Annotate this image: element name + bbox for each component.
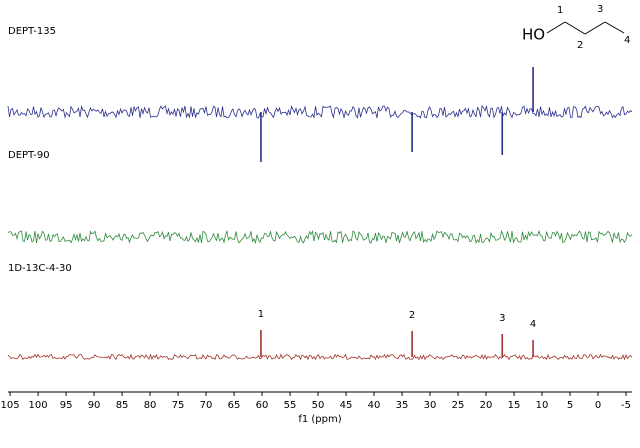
series-name: DEPT-135 [8, 26, 56, 37]
x-tick-label: 85 [116, 400, 129, 411]
series-name: DEPT-90 [8, 150, 50, 161]
x-tick-label: 25 [452, 400, 465, 411]
x-tick-label: 60 [256, 400, 269, 411]
x-tick-label: 20 [480, 400, 493, 411]
x-tick-label: 90 [88, 400, 101, 411]
baseline-noise [7, 104, 633, 119]
x-tick-label: 5 [567, 400, 573, 411]
x-axis-label: f1 (ppm) [298, 414, 341, 425]
bond [546, 21, 566, 34]
bond [584, 21, 606, 35]
x-tick-label: 75 [172, 400, 185, 411]
peak-label: 1 [258, 309, 264, 320]
x-tick-label: 0 [595, 400, 601, 411]
x-tick-label: 10 [536, 400, 549, 411]
peak-label: 2 [409, 310, 415, 321]
carbon-label: 3 [597, 4, 603, 15]
x-tick-label: 15 [508, 400, 521, 411]
x-tick-label: 80 [144, 400, 157, 411]
x-tick-label: 70 [200, 400, 213, 411]
hydroxyl: HO [522, 26, 545, 44]
x-tick-label: -5 [621, 400, 631, 411]
peak-label: 4 [530, 319, 536, 330]
carbon-label: 1 [557, 5, 563, 16]
x-tick-label: 50 [312, 400, 325, 411]
carbon-label: 2 [577, 40, 583, 51]
series-name: 1D-13C-4-30 [8, 263, 72, 274]
x-tick-label: 40 [368, 400, 381, 411]
carbon-label: 4 [624, 35, 630, 46]
baseline-noise [7, 353, 633, 361]
peak-label: 3 [499, 313, 505, 324]
x-tick-label: 55 [284, 400, 297, 411]
baseline-noise [7, 229, 633, 245]
x-tick-label: 35 [396, 400, 409, 411]
x-tick-label: 105 [1, 400, 20, 411]
x-tick-label: 100 [29, 400, 48, 411]
x-tick-label: 45 [340, 400, 353, 411]
x-tick-label: 95 [60, 400, 73, 411]
molecule: HO 1 2 3 4 [522, 4, 630, 51]
bond [604, 21, 625, 34]
bond [564, 21, 586, 35]
x-tick-label: 65 [228, 400, 241, 411]
x-tick-label: 30 [424, 400, 437, 411]
